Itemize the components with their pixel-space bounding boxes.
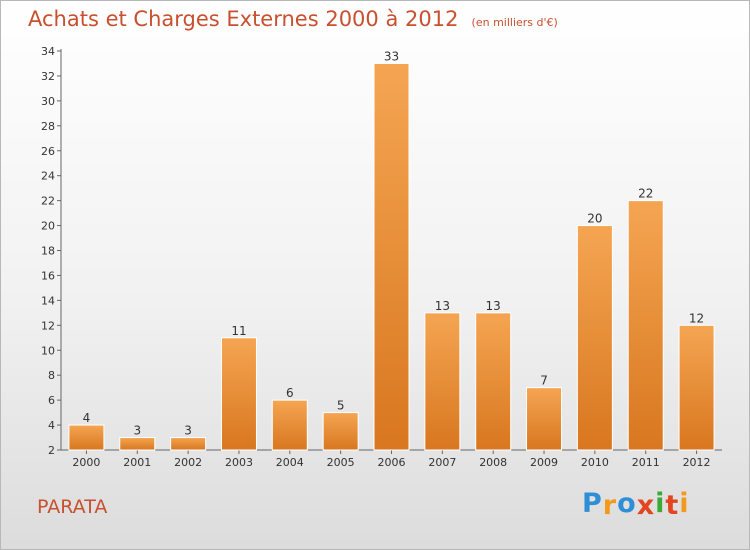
x-tick-label: 2012 [683,456,711,469]
x-tick-label: 2008 [479,456,507,469]
y-tick-label: 22 [41,195,55,208]
y-tick-label: 32 [41,70,55,83]
logo-letter: t [665,490,680,521]
y-tick-label: 18 [41,245,55,258]
logo-letter: r [602,490,618,521]
y-tick-label: 16 [41,269,55,282]
chart-title: Achats et Charges Externes 2000 à 2012 (… [28,7,558,31]
y-tick-label: 26 [41,145,55,158]
logo-letter: i [679,488,690,519]
bar-2001 [119,437,156,451]
x-tick-label: 2000 [72,456,100,469]
chart-title-unit: (en milliers d'€) [471,16,558,29]
bar-2012 [678,324,715,451]
bar-2006 [373,62,410,451]
bar-value-label: 11 [231,324,246,338]
bar-2009 [526,387,563,451]
y-tick-label: 24 [41,170,55,183]
y-tick-label: 10 [41,344,55,357]
bar-2000 [68,424,105,451]
bar-value-label: 20 [587,212,602,226]
x-tick-label: 2002 [174,456,202,469]
y-tick-label: 14 [41,294,55,307]
bar-2004 [271,399,308,451]
x-tick-label: 2009 [530,456,558,469]
bar-2003 [220,337,257,451]
logo-letter: o [617,488,637,519]
logo-letter: i [655,488,666,519]
bar-value-label: 6 [286,386,294,400]
y-tick-label: 34 [41,45,55,58]
bar-2002 [170,437,207,451]
x-tick-label: 2006 [378,456,406,469]
x-tick-label: 2003 [225,456,253,469]
x-tick-label: 2005 [327,456,355,469]
bar-value-label: 12 [689,311,704,325]
bar-value-label: 4 [83,411,91,425]
x-axis: 2000 2001 2002 2003 2004 2005 2006 2007 2008 2009… [61,449,722,469]
y-tick-label: 12 [41,319,55,332]
x-tick-label: 2007 [428,456,456,469]
bar-value-label: 13 [435,299,450,313]
y-tick-label: 30 [41,95,55,108]
logo-letter: x [636,490,656,521]
y-tick-label: 4 [48,419,55,432]
bar-2007 [424,312,461,451]
bar-value-label: 7 [540,374,548,388]
x-tick-label: 2001 [123,456,151,469]
bar-value-label: 33 [384,49,399,63]
commune-name: PARATA [37,496,108,518]
chart-title-main: Achats et Charges Externes 2000 à 2012 [28,7,459,31]
logo-letter: P [582,488,603,519]
proxiti-logo[interactable]: Proxiti [582,488,690,521]
y-tick-label: 8 [48,369,55,382]
bar-value-label: 3 [184,424,192,438]
bar-2005 [322,412,359,451]
x-tick-label: 2010 [581,456,609,469]
y-tick-label: 20 [41,220,55,233]
bar-value-label: 22 [638,187,653,201]
bar-2008 [475,312,512,451]
y-tick-label: 6 [48,394,55,407]
x-tick-label: 2004 [276,456,304,469]
bar-value-label: 3 [133,424,141,438]
bar-2010 [576,225,613,451]
bar-value-label: 13 [486,299,501,313]
y-tick-label: 28 [41,120,55,133]
y-tick-label: 2 [48,444,55,457]
bar-value-label: 5 [337,399,345,413]
x-tick-label: 2011 [632,456,660,469]
bar-2011 [627,200,664,451]
